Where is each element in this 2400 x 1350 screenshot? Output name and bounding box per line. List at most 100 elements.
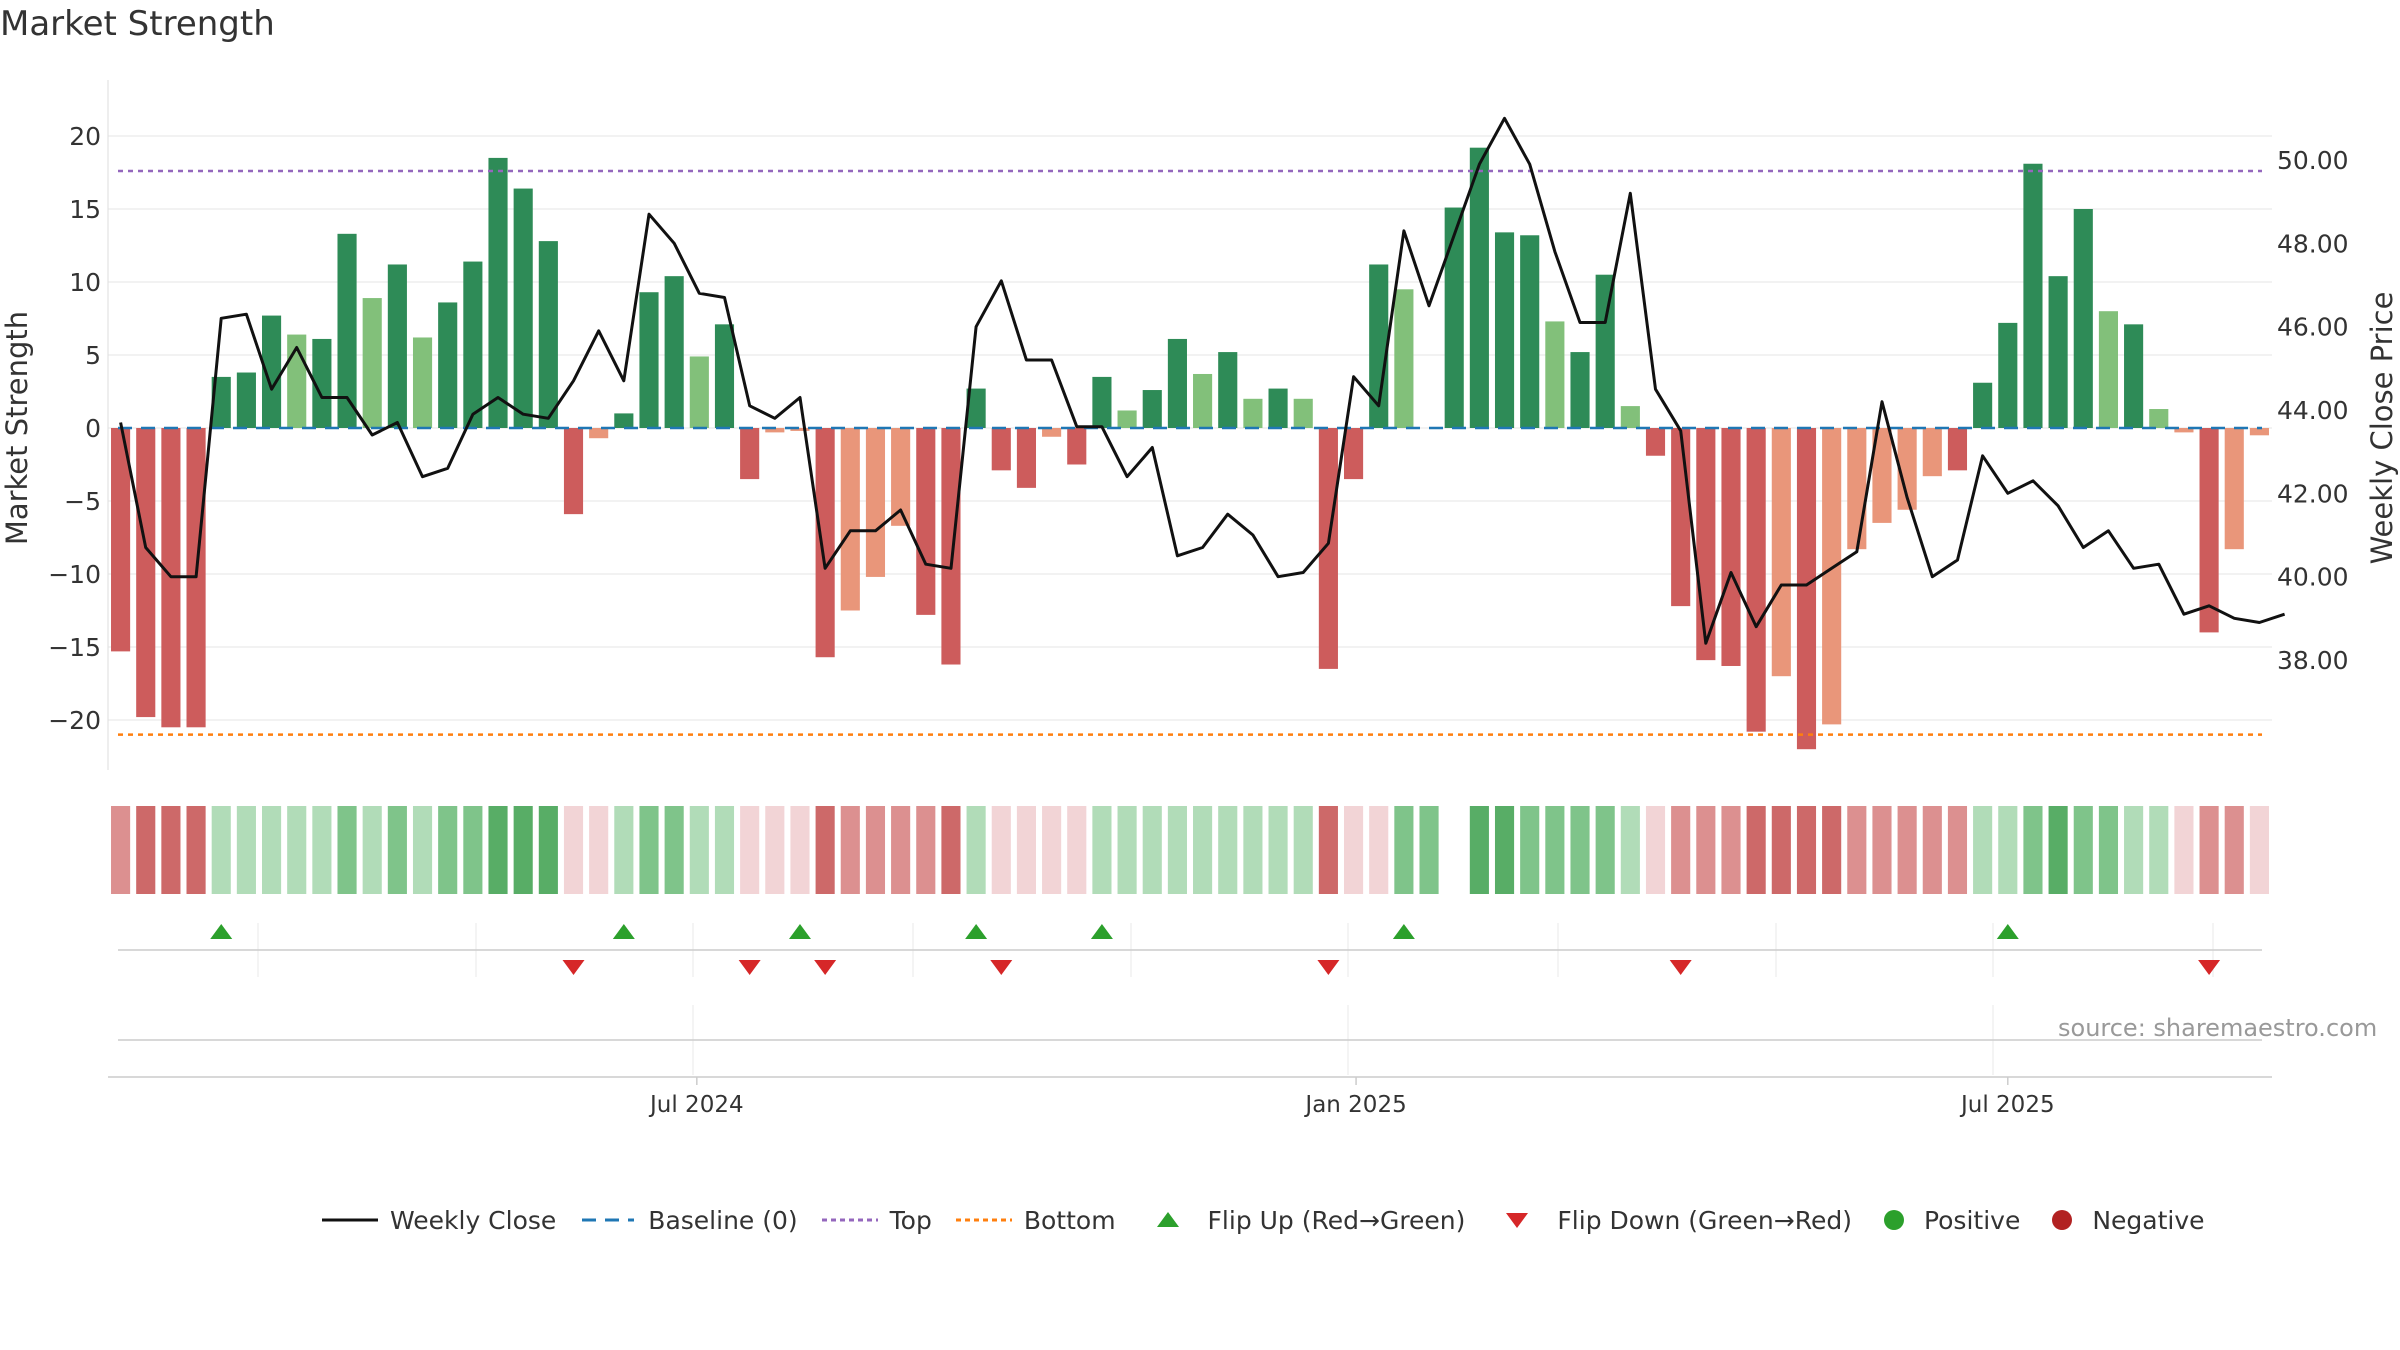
strength-bar [1620,406,1640,428]
legend-label: Bottom [1023,1205,1116,1235]
strength-bar [1822,428,1842,725]
y-tick-label: −10 [48,560,101,589]
strip-cell [1142,806,1162,894]
strip-cell [2224,806,2244,894]
strength-bar [1796,428,1817,750]
strength-bar [2124,324,2144,428]
strip-cell [2124,806,2144,894]
strength-bar [2023,163,2043,429]
strength-bar [1218,352,1238,428]
legend-label: Weekly Close [390,1205,557,1235]
strength-bar [664,276,684,428]
legend-label: Top [889,1205,932,1235]
strength-bar [1671,428,1691,607]
strip-cell [966,806,986,894]
y2-tick-label: 44.00 [2277,396,2349,425]
strip-cell [589,806,609,894]
strength-bar [840,428,860,611]
strip-cell [362,806,382,894]
strip-cell [2098,806,2119,894]
flip-up-marker [965,924,988,939]
strip-cell [538,806,558,894]
strip-cell [1494,806,1515,894]
strip-cell [236,806,256,894]
strip-cell [1771,806,1791,894]
strip-cell [337,806,357,894]
strip-cell [312,806,332,894]
strip-cell [1243,806,1263,894]
strength-bar [1847,428,1867,550]
flip-up-marker [788,924,811,939]
strength-bar [136,428,156,718]
y-tick-label: −15 [48,633,101,662]
strip-cell [1469,806,1489,894]
strength-bar [1016,428,1037,488]
positive-legend-icon [1874,1205,1914,1235]
strength-bar [2224,428,2244,550]
strip-cell [639,806,659,894]
legend-label: Flip Down (Green→Red) [1557,1205,1852,1235]
source-credit: source: sharemaestro.com [2058,1014,2378,1042]
flip-down-marker [738,960,761,975]
strip-cell [2249,806,2269,894]
strength-bar [1520,235,1540,428]
strength-bar [1117,410,1137,428]
strip-cell [1117,806,1137,894]
bottom-legend-icon [954,1205,1014,1235]
strength-bar [1444,207,1464,428]
y-tick-label: 20 [69,122,101,151]
strip-cell [1067,806,1087,894]
legend-item-top: Top [820,1205,932,1235]
strength-bar [2174,428,2194,433]
strength-bar [1494,232,1515,428]
strip-cell [1595,806,1615,894]
strength-bar [916,428,936,615]
strip-cell [463,806,483,894]
y2-tick-label: 40.00 [2277,563,2349,592]
axes: 20 15 10 5 0 −5 −10 −15 −20 50.00 48.00 46.00 44.00 4… [0,80,2399,770]
strip-cell [2199,806,2219,894]
strip-cell [1671,806,1691,894]
strip-cell [1318,806,1338,894]
strength-bar [865,428,886,577]
strength-bar [1922,428,1942,477]
strength-bar [2048,276,2068,428]
strip-cell [1520,806,1540,894]
strip-cell [186,806,206,894]
strength-bar [689,356,709,428]
strength-bar [1067,428,1087,465]
chart-title: Market Strength [0,4,275,44]
strip-cell [1796,806,1817,894]
strength-bar [513,188,533,428]
strip-cell [1721,806,1741,894]
strip-cell [1419,806,1439,894]
strength-bar [614,413,634,428]
strength-bar [337,233,357,428]
strip-cell [438,806,458,894]
strip-cell [1268,806,1288,894]
y-tick-label: 15 [69,195,101,224]
heat-strip [111,806,2269,894]
legend: Weekly Close Baseline (0) Top Bottom Flip Up… [320,1205,2227,1235]
strength-bar [2149,409,2169,428]
baseline-legend-icon [578,1205,638,1235]
strip-cell [1042,806,1062,894]
x-tick-label: Jul 2025 [1959,1092,2055,1118]
y2-tick-label: 50.00 [2277,146,2349,175]
strength-bar [1947,428,1968,471]
y2-axis-title: Weekly Close Price [2365,292,2399,565]
legend-label: Positive [1923,1205,2021,1235]
y-tick-label: −20 [48,706,101,735]
y-axis-title: Market Strength [0,311,34,545]
strength-bar [362,298,382,428]
strength-bar [236,372,256,428]
strip-cell [287,806,307,894]
legend-item-flip-down: Flip Down (Green→Red) [1487,1205,1852,1235]
strength-bar [941,428,961,665]
strip-cell [1293,806,1313,894]
strip-cell [2048,806,2068,894]
legend-item-weekly-close: Weekly Close [320,1205,556,1235]
strip-cell [211,806,231,894]
strength-bar [2199,428,2219,633]
